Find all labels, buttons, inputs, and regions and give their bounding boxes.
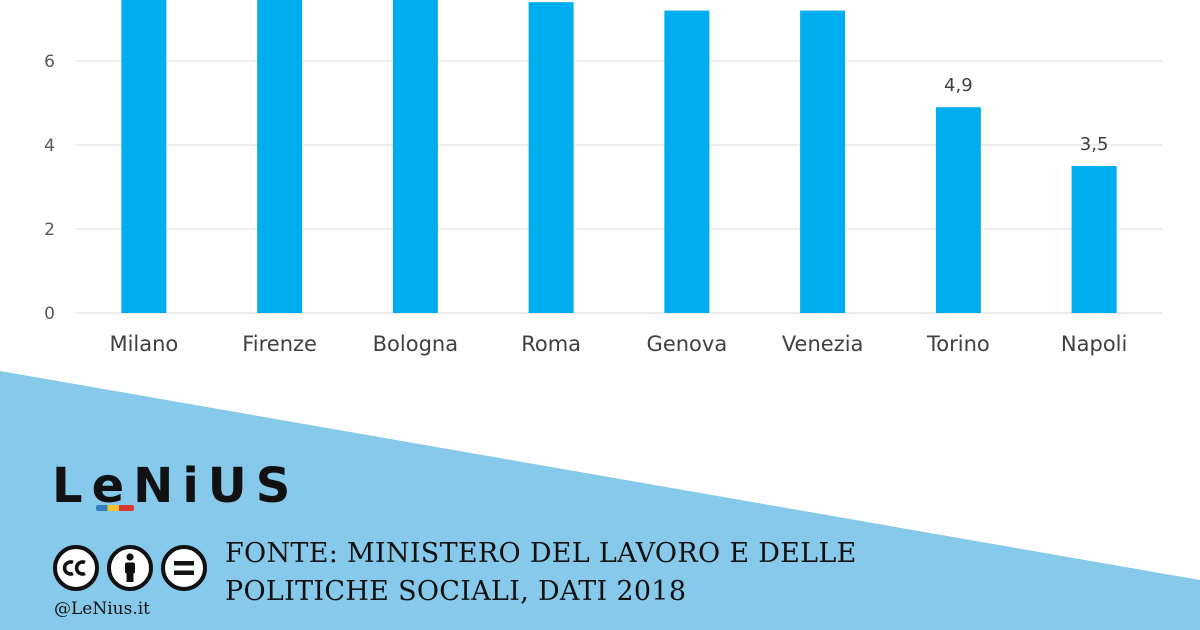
category-label: Genova bbox=[647, 332, 728, 356]
source-line-1: FONTE: MINISTERO DEL LAVORO E DELLE bbox=[225, 538, 857, 569]
bar bbox=[1071, 166, 1117, 313]
lenius-logo: LeNiUS bbox=[52, 458, 300, 514]
bar bbox=[121, 0, 167, 313]
category-label: Bologna bbox=[373, 332, 458, 356]
category-label: Roma bbox=[521, 332, 581, 356]
category-label: Venezia bbox=[782, 332, 864, 356]
bar bbox=[935, 107, 981, 313]
category-label: Milano bbox=[109, 332, 178, 356]
bar bbox=[392, 0, 438, 313]
y-tick-label: 6 bbox=[44, 52, 55, 72]
bar bbox=[664, 10, 710, 313]
bar bbox=[800, 10, 846, 313]
category-label: Napoli bbox=[1061, 332, 1127, 356]
logo-flag-stripe bbox=[96, 505, 134, 511]
diagonal-band bbox=[0, 371, 1200, 630]
y-tick-label: 4 bbox=[44, 136, 55, 156]
source-line-2: POLITICHE SOCIALI, DATI 2018 bbox=[225, 576, 687, 607]
social-handle: @LeNius.it bbox=[54, 599, 151, 619]
bar bbox=[257, 0, 303, 313]
category-label: Firenze bbox=[242, 332, 317, 356]
data-label: 4,9 bbox=[944, 75, 973, 96]
license-icons bbox=[52, 544, 208, 592]
by-person-icon bbox=[107, 545, 153, 591]
category-label: Torino bbox=[926, 332, 990, 356]
source-note: FONTE: MINISTERO DEL LAVORO E DELLE POLI… bbox=[225, 535, 925, 611]
cc-icon bbox=[53, 545, 99, 591]
data-label: 3,5 bbox=[1080, 134, 1109, 155]
nd-equals-icon bbox=[161, 545, 207, 591]
y-tick-label: 0 bbox=[44, 304, 55, 324]
bar-chart: 0 2 4 6 Milano Firenze Bologna Roma Genova Venezi… bbox=[44, 0, 1162, 356]
y-tick-label: 2 bbox=[44, 220, 55, 240]
bar bbox=[528, 2, 574, 313]
